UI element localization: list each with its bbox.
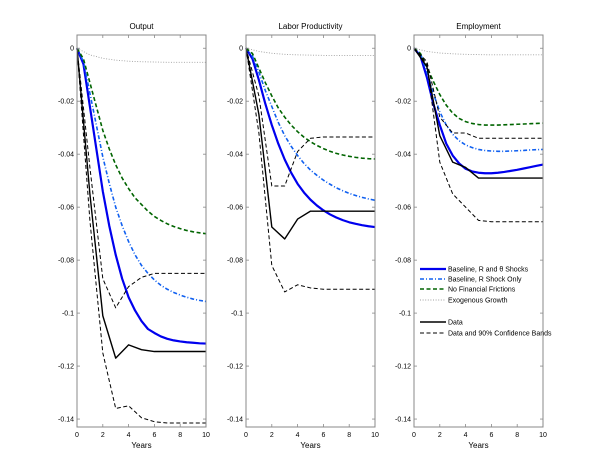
y-tick-label: -0.08 — [395, 258, 411, 265]
legend-item-exog: Exogenous Growth — [420, 298, 508, 305]
x-tick-label: 10 — [539, 432, 547, 439]
panel-employment: Employment 0 2 4 6 8 10 0 -0.02 -0.04 -0.06 -0.08 -0… — [395, 22, 547, 450]
y-tick-label: -0.06 — [227, 205, 243, 212]
y-tick-label: -0.08 — [58, 258, 74, 265]
series-line-band_lower — [245, 48, 375, 293]
y-tick-label: 0 — [407, 46, 411, 53]
y-tick-label: -0.12 — [227, 364, 243, 371]
y-tick-label: -0.12 — [58, 364, 74, 371]
x-tick-label: 6 — [321, 432, 325, 439]
panel-title: Labor Productivity — [278, 22, 342, 31]
panel-labor-productivity: Labor Productivity 0 2 4 6 8 10 0 -0.02 -0.04 -0.0… — [227, 22, 379, 450]
axes-box — [76, 34, 207, 428]
series-line-band_upper — [245, 48, 375, 187]
axes-box — [245, 34, 376, 428]
y-tick-label: -0.1 — [399, 311, 411, 318]
y-tick-label: -0.02 — [395, 99, 411, 106]
legend-item-baseline: Baseline, R and θ Shocks — [420, 267, 529, 274]
series-line-data — [76, 48, 206, 359]
x-tick-label: 4 — [127, 432, 131, 439]
y-tick-label: -0.02 — [58, 99, 74, 106]
y-tick-label: 0 — [70, 46, 74, 53]
axes-box — [413, 34, 544, 428]
y-tick-label: -0.06 — [395, 205, 411, 212]
x-tick-label: 0 — [412, 432, 416, 439]
y-tick-label: -0.02 — [227, 99, 243, 106]
legend-item-data: Data — [420, 320, 463, 327]
x-tick-label: 2 — [101, 432, 105, 439]
series-line-baseline — [75, 47, 207, 345]
y-tick-label: -0.04 — [227, 152, 243, 159]
legend-label: Data and 90% Confidence Bands — [448, 331, 552, 338]
legend-label: Baseline, R and θ Shocks — [448, 267, 529, 274]
y-tick-label: 0 — [239, 46, 243, 53]
x-tick-label: 2 — [270, 432, 274, 439]
y-tick-label: -0.12 — [395, 364, 411, 371]
x-tick-label: 8 — [178, 432, 182, 439]
x-tick-label: 4 — [296, 432, 300, 439]
y-tick-label: -0.08 — [227, 258, 243, 265]
legend-item-no_fin: No Financial Frictions — [420, 287, 516, 294]
series-line-band_upper — [76, 48, 206, 309]
legend-label: Baseline, R Shock Only — [448, 277, 522, 284]
legend-label: No Financial Frictions — [448, 287, 516, 294]
series-line-baseline — [245, 47, 376, 229]
x-tick-label: 6 — [152, 432, 156, 439]
x-tick-label: 10 — [202, 432, 210, 439]
panel-title: Output — [129, 22, 154, 31]
x-tick-label: 2 — [438, 432, 442, 439]
y-tick-label: -0.1 — [231, 311, 243, 318]
y-tick-label: -0.14 — [395, 417, 411, 424]
series-line-no_fin — [76, 47, 207, 235]
series-line-band_lower — [76, 48, 206, 424]
legend: Baseline, R and θ Shocks Baseline, R Shoc… — [420, 267, 552, 338]
legend-label: Data — [448, 320, 463, 327]
x-tick-label: 0 — [75, 432, 79, 439]
y-tick-label: -0.1 — [62, 311, 74, 318]
legend-item-r_only: Baseline, R Shock Only — [420, 277, 522, 284]
x-tick-label: 8 — [347, 432, 351, 439]
series-line-band_lower — [413, 47, 543, 223]
series-line-no_fin — [413, 47, 544, 126]
series-line-exog — [76, 47, 206, 63]
panel-title: Employment — [456, 22, 501, 31]
series-line-data — [413, 47, 543, 179]
y-tick-label: -0.06 — [58, 205, 74, 212]
x-tick-label: 4 — [464, 432, 468, 439]
series-line-r_only — [413, 47, 544, 153]
series-line-exog — [413, 47, 543, 56]
legend-label: Exogenous Growth — [448, 298, 508, 305]
series-line-data — [245, 48, 375, 240]
x-axis-label: Years — [131, 441, 151, 450]
series-line-band_upper — [413, 47, 543, 139]
series-line-exog — [245, 47, 375, 56]
y-tick-label: -0.04 — [395, 152, 411, 159]
x-tick-label: 0 — [244, 432, 248, 439]
y-tick-label: -0.14 — [227, 417, 243, 424]
legend-item-band_upper: Data and 90% Confidence Bands — [420, 331, 552, 338]
series-line-r_only — [245, 47, 376, 202]
x-tick-label: 8 — [515, 432, 519, 439]
y-tick-label: -0.04 — [58, 152, 74, 159]
x-tick-label: 6 — [489, 432, 493, 439]
series-line-r_only — [76, 47, 207, 303]
x-axis-label: Years — [468, 441, 488, 450]
x-axis-label: Years — [300, 441, 320, 450]
y-tick-label: -0.14 — [58, 417, 74, 424]
panel-output: Output 0 2 4 6 8 10 0 -0.02 -0.04 -0.06 -0.08 -0.1 -0… — [58, 22, 210, 450]
x-tick-label: 10 — [371, 432, 379, 439]
